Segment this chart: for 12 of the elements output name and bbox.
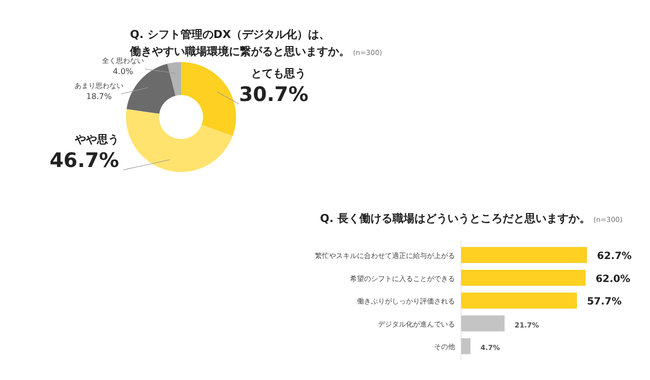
chart-subtitle: 働きやすい職場環境に繋がると思いますか。	[129, 45, 350, 58]
data-label: 46.7%	[50, 148, 119, 172]
slice-label: やや思う	[74, 133, 119, 146]
chart-title: Q. 長く働ける職場はどういうところだと思いますか。	[320, 212, 590, 225]
data-label: 57.7%	[586, 296, 622, 308]
data-label: 18.7%	[86, 92, 112, 101]
data-label: 62.7%	[597, 251, 632, 262]
slice-label: とても思う	[251, 67, 306, 80]
data-label: 62.0%	[596, 274, 630, 285]
chart-title: Q. シフト管理のDX（デジタル化）は、	[130, 28, 330, 41]
data-label: 4.0%	[112, 67, 134, 76]
data-label: 30.7%	[239, 82, 308, 106]
